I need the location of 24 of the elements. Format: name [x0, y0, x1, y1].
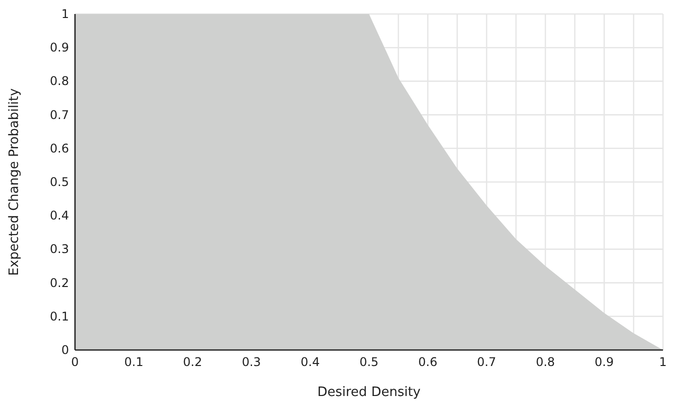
x-axis-title: Desired Density — [317, 385, 421, 400]
y-tick-label: 0 — [61, 343, 69, 357]
x-tick-label: 0.6 — [418, 355, 438, 369]
x-tick-label: 0.5 — [359, 355, 379, 369]
x-tick-label: 0.4 — [300, 355, 320, 369]
y-tick-label: 0.8 — [50, 74, 69, 88]
y-tick-label: 0.7 — [50, 108, 69, 122]
y-tick-label: 0.1 — [50, 309, 69, 324]
x-tick-label: 0.8 — [536, 355, 555, 369]
y-tick-label: 0.6 — [50, 141, 69, 156]
y-tick-label: 0.9 — [50, 40, 69, 55]
x-tick-label: 0.9 — [594, 355, 614, 369]
x-tick-label: 0.7 — [477, 355, 496, 369]
y-tick-label: 0.2 — [50, 276, 69, 290]
x-tick-label: 0.3 — [242, 355, 261, 369]
y-tick-label: 0.4 — [50, 208, 69, 223]
y-tick-label: 0.5 — [50, 175, 69, 189]
x-tick-label: 0.1 — [124, 355, 144, 369]
x-tick-label: 0 — [71, 355, 79, 369]
y-tick-label: 0.3 — [50, 242, 69, 256]
x-tick-label: 0.2 — [183, 355, 202, 369]
x-tick-label: 1 — [659, 355, 667, 369]
y-axis-title: Expected Change Probability — [7, 88, 22, 276]
y-tick-label: 1 — [61, 7, 69, 21]
